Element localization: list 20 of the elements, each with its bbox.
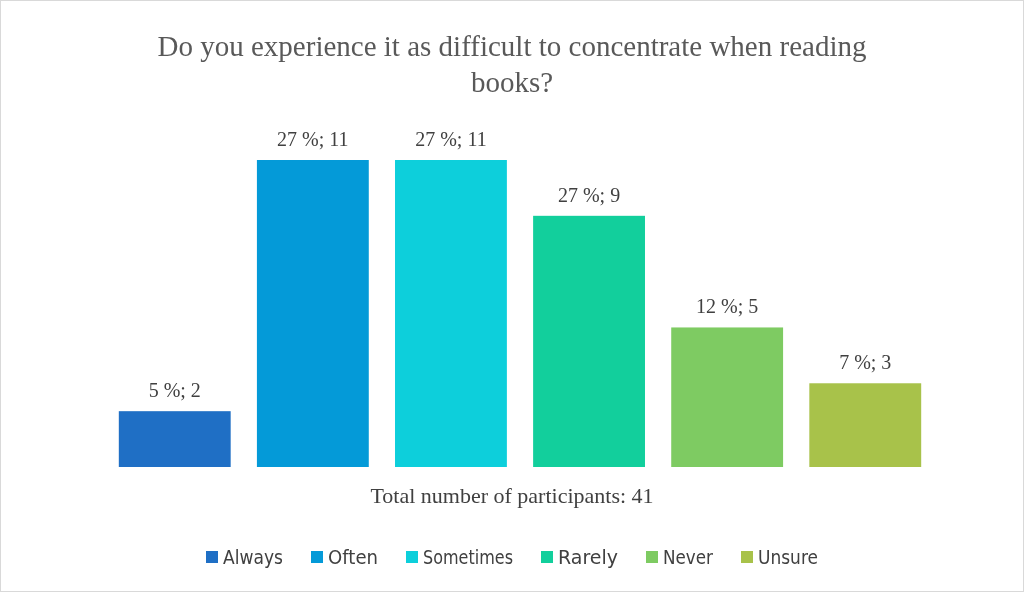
legend-label: Rarely — [558, 545, 622, 569]
bar — [395, 160, 507, 467]
bar — [671, 327, 784, 467]
legend-label: Often — [328, 545, 384, 569]
x-axis-title: Total number of participants: 41 — [370, 483, 654, 508]
data-label: 12 %; 5 — [696, 295, 759, 318]
bar — [809, 383, 922, 467]
data-label: 7 %; 3 — [839, 351, 892, 374]
legend-label: Sometimes — [423, 545, 536, 569]
legend-label: Always — [223, 545, 294, 569]
data-label: 27 %; 9 — [557, 183, 621, 206]
legend-label: Unsure — [758, 545, 829, 569]
bar — [256, 160, 369, 467]
legend-label: Never — [663, 545, 723, 569]
chart-title: Do you experience it as difficult to concentrate when reading books? — [157, 30, 867, 98]
data-label: 27 %; 11 — [277, 128, 349, 150]
bar — [118, 411, 231, 467]
data-label: 5 %; 2 — [148, 379, 201, 402]
bar — [533, 215, 645, 467]
data-label: 27 %; 11 — [415, 128, 487, 150]
